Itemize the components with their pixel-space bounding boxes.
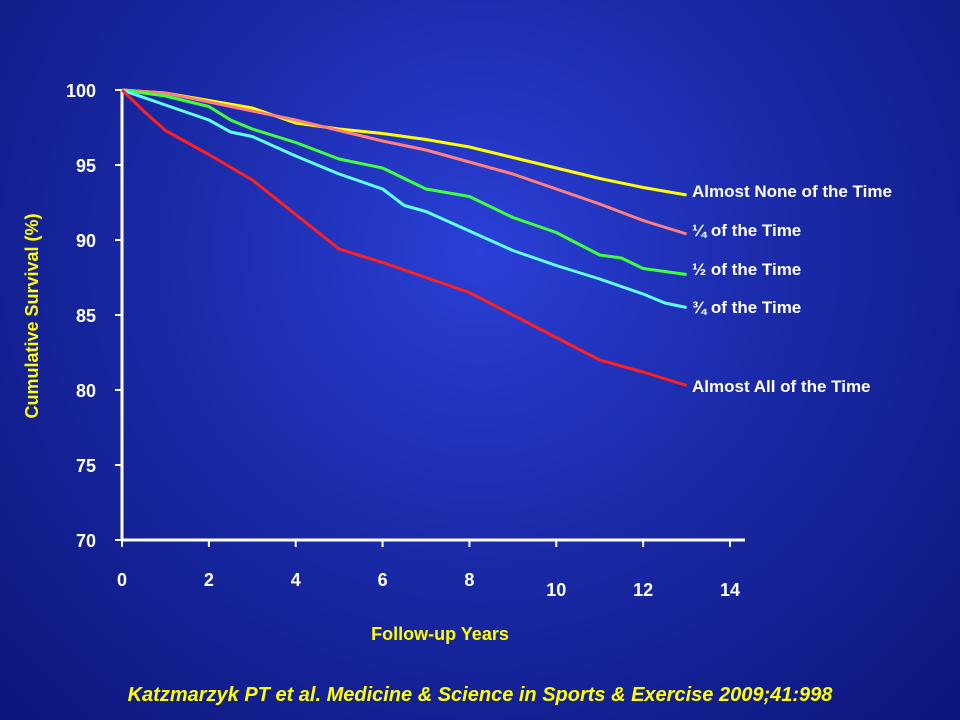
- y-axis-ticks: 100 95 90 85 80 75 70: [66, 81, 122, 551]
- series-label-3: ½ of the Time: [692, 260, 801, 279]
- series-label-5: Almost All of the Time: [692, 377, 871, 396]
- x-tick-label: 10: [546, 580, 566, 600]
- series-label-1: Almost None of the Time: [692, 182, 892, 201]
- series-line-3: [121, 88, 687, 276]
- y-tick-label: 80: [76, 381, 96, 401]
- series-line-4: [121, 88, 687, 309]
- series-label-4: ¾ of the Time: [692, 298, 801, 317]
- x-tick-label: 14: [720, 580, 740, 600]
- y-tick-label: 90: [76, 231, 96, 251]
- series-line-1: [121, 88, 687, 197]
- x-tick-label: 12: [633, 580, 653, 600]
- x-axis-title: Follow-up Years: [371, 624, 509, 644]
- series-line-5: [120, 88, 688, 387]
- citation: Katzmarzyk PT et al. Medicine & Science …: [127, 684, 833, 706]
- x-tick-label: 8: [464, 570, 474, 590]
- y-tick-label: 95: [76, 156, 96, 176]
- series-lines: [120, 88, 688, 387]
- series-labels: Almost None of the Time ¼ of the Time ½ of…: [692, 182, 892, 396]
- series-label-2: ¼ of the Time: [692, 221, 801, 240]
- y-tick-label: 75: [76, 456, 96, 476]
- y-axis-title: Cumulative Survival (%): [22, 213, 42, 418]
- y-tick-label: 70: [76, 531, 96, 551]
- x-tick-label: 6: [378, 570, 388, 590]
- x-tick-label: 2: [204, 570, 214, 590]
- y-tick-label: 85: [76, 306, 96, 326]
- series-line-2: [121, 88, 688, 236]
- x-axis-ticks: 0 2 4 6 8 10 12 14: [117, 540, 740, 600]
- x-tick-label: 4: [291, 570, 301, 590]
- y-tick-label: 100: [66, 81, 96, 101]
- x-tick-label: 0: [117, 570, 127, 590]
